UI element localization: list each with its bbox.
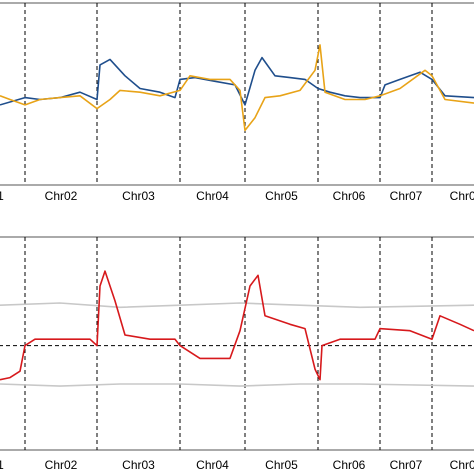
chromosome-label: Chr06 <box>333 189 366 203</box>
chromosome-label: Chr03 <box>122 189 155 203</box>
chromosome-label: Chr04 <box>196 189 229 203</box>
chromosome-label: Chr02 <box>45 189 78 203</box>
plot-frame <box>0 2 474 186</box>
plot-frame <box>0 236 474 451</box>
chromosome-label: Chr07 <box>390 189 423 203</box>
signal-line <box>0 383 474 387</box>
chromosome-label: Chr03 <box>122 458 155 472</box>
chromosome-label: Chr04 <box>196 458 229 472</box>
signal-line <box>0 56 474 106</box>
signal-line <box>0 270 474 381</box>
chromosome-label: Chr05 <box>265 458 298 472</box>
chromosome-label: Chr06 <box>333 458 366 472</box>
chromosome-label: Chr08 <box>450 458 474 472</box>
chromosome-label: Chr08 <box>450 189 474 203</box>
signal-line <box>0 44 474 132</box>
chromosome-label: Chr05 <box>265 189 298 203</box>
chromosome-label: Chr07 <box>390 458 423 472</box>
signal-line <box>0 302 474 309</box>
chromosome-label: Chr02 <box>45 458 78 472</box>
